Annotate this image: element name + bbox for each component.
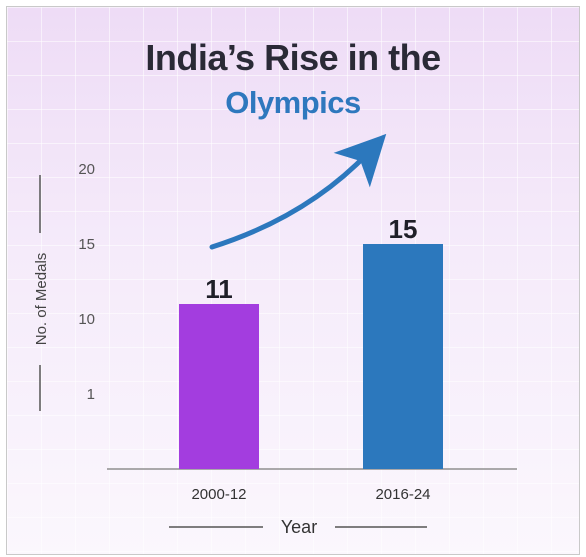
chart-title-line1: India’s Rise in the <box>145 37 441 78</box>
y-tick-label: 20 <box>78 161 95 178</box>
y-tick-label: 15 <box>78 236 95 253</box>
trend-arrow <box>209 133 387 250</box>
bar-chart: 1 10 15 20 No. of Medals 2000-12 2016-24 Year 1… <box>33 133 517 537</box>
y-tick-label: 1 <box>87 386 95 403</box>
x-tick-label: 2000-12 <box>191 486 246 503</box>
chart-card: India’s Rise in the Olympics 1 10 15 20 No. … <box>6 6 580 555</box>
y-tick-label: 10 <box>78 311 95 328</box>
x-tick-label: 2016-24 <box>375 486 430 503</box>
bar-value-label: 15 <box>389 214 418 244</box>
bar-2016-24 <box>363 244 443 469</box>
y-axis-label: No. of Medals <box>33 253 50 346</box>
chart-title-line2: Olympics <box>225 85 361 120</box>
bar-value-label: 11 <box>205 274 233 304</box>
bar-2000-12 <box>179 304 259 469</box>
x-axis-label: Year <box>281 517 317 537</box>
